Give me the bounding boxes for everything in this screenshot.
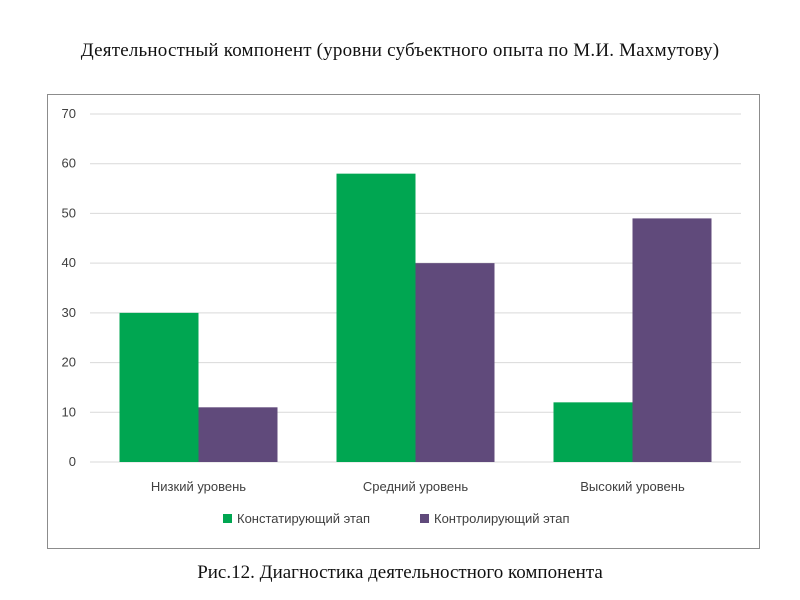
y-tick-label: 30 xyxy=(62,305,76,320)
legend-swatch xyxy=(223,514,232,523)
x-category-label: Средний уровень xyxy=(363,479,468,494)
legend-label: Контролирующий этап xyxy=(434,511,570,526)
page-title: Деятельностный компонент (уровни субъект… xyxy=(80,40,720,61)
y-tick-label: 0 xyxy=(69,454,76,469)
bar-konstatiruyushchiy-1 xyxy=(336,173,416,462)
y-tick-label: 10 xyxy=(62,404,76,419)
y-tick-label: 60 xyxy=(62,156,76,171)
x-category-label: Низкий уровень xyxy=(151,479,246,494)
x-category-label: Высокий уровень xyxy=(580,479,685,494)
figure-caption: Рис.12. Диагностика деятельностного комп… xyxy=(197,562,603,583)
y-tick-label: 70 xyxy=(62,106,76,121)
y-tick-label: 20 xyxy=(62,355,76,370)
bar-kontroliruyushchiy-0 xyxy=(198,407,278,462)
bar-kontroliruyushchiy-2 xyxy=(632,218,712,462)
bar-kontroliruyushchiy-1 xyxy=(415,263,495,462)
bar-konstatiruyushchiy-2 xyxy=(553,402,633,462)
bar-konstatiruyushchiy-0 xyxy=(119,312,199,462)
bar-chart: 0 10 20 30 40 50 60 70 Низкий уровень Средний уро… xyxy=(62,106,741,526)
y-tick-label: 50 xyxy=(62,205,76,220)
legend-swatch xyxy=(420,514,429,523)
chart-frame: 0 10 20 30 40 50 60 70 Низкий уровень Средний уро… xyxy=(47,94,760,549)
legend-label: Констатирующий этап xyxy=(237,511,370,526)
y-tick-label: 40 xyxy=(62,255,76,270)
